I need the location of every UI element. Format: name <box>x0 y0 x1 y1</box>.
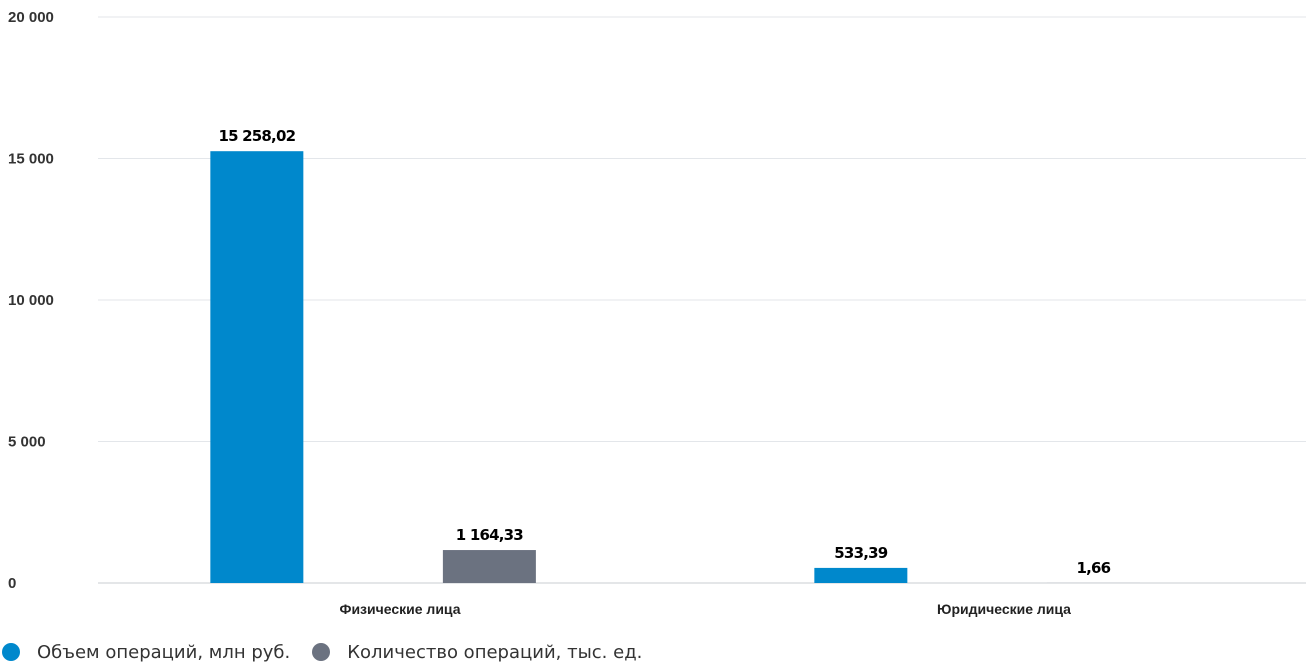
legend-swatch-volume <box>2 643 20 661</box>
bar-chart: 0 5 000 10 000 15 000 20 000 15 258,02 1 164,3… <box>8 9 1306 617</box>
y-tick-label: 20 000 <box>8 9 54 26</box>
y-tick-label: 15 000 <box>8 151 54 168</box>
legend-item-count[interactable]: Количество операций, тыс. ед. <box>312 642 642 663</box>
legend-label-count: Количество операций, тыс. ед. <box>347 641 643 663</box>
data-label: 15 258,02 <box>218 127 295 145</box>
data-label: 1 164,33 <box>456 526 524 544</box>
y-tick-label: 0 <box>8 575 16 592</box>
data-label: 533,39 <box>834 544 887 562</box>
bar <box>814 567 908 583</box>
legend-swatch-count <box>312 643 331 661</box>
x-tick-label: Физические лица <box>340 601 461 617</box>
x-tick-label: Юридические лица <box>937 601 1071 617</box>
y-tick-label: 10 000 <box>8 292 54 309</box>
y-tick-label: 5 000 <box>8 434 46 451</box>
data-label: 1,66 <box>1076 559 1110 577</box>
bar <box>210 151 304 583</box>
legend-label-volume: Объем операций, млн руб. <box>37 641 291 663</box>
legend-item-volume[interactable]: Объем операций, млн руб. <box>0 642 290 663</box>
bar <box>442 550 536 583</box>
legend: Объем операций, млн руб. Количество опер… <box>0 640 664 664</box>
